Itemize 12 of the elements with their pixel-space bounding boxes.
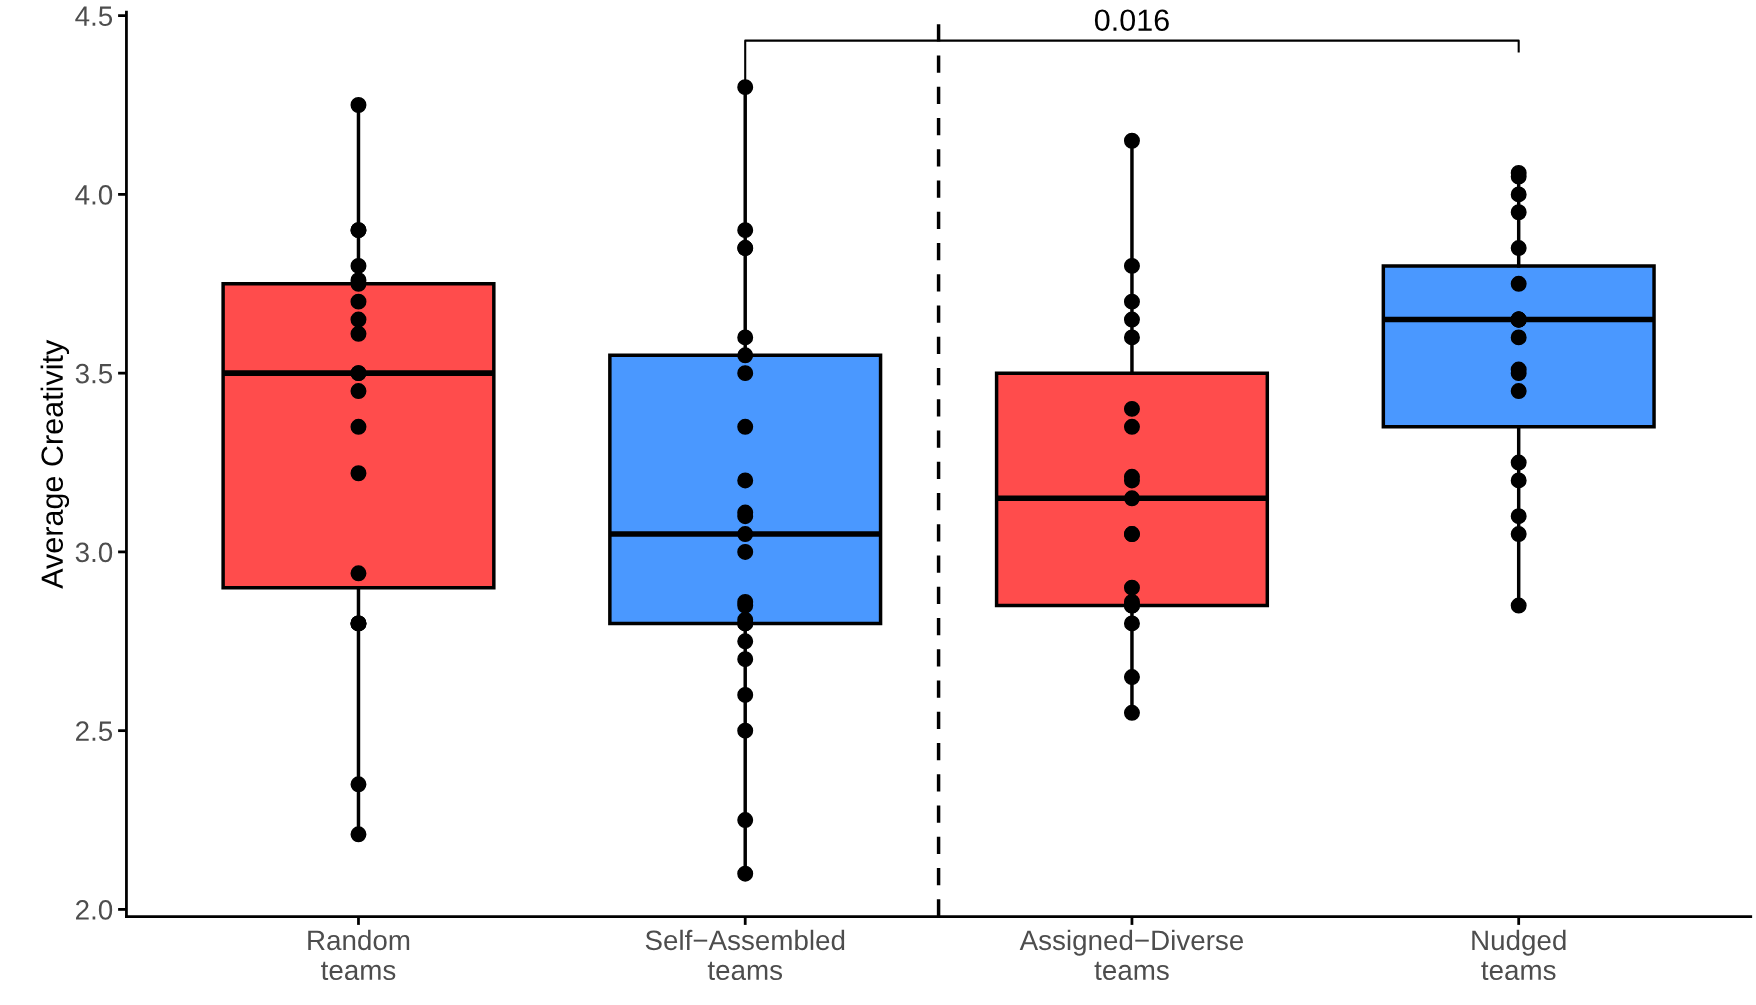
y-tick-label: 4.5 (75, 6, 113, 26)
x-tick-label: Assigned−Diverse teams (1019, 929, 1244, 981)
y-tick-label: 2.5 (76, 721, 113, 741)
y-axis-title: Average Creativity (40, 339, 70, 589)
x-tick-label: Self−Assembled teams (645, 929, 845, 981)
y-tick-label: 3.5 (75, 363, 113, 384)
annotation: 0.016 (1094, 9, 1169, 32)
x-tick-label: Random teams (308, 929, 410, 981)
y-tick-label: 4.0 (75, 185, 113, 205)
y-tick-label: 3.0 (75, 542, 113, 563)
x-tick-label: Nudged teams (1472, 929, 1566, 981)
y-tick-label: 2.0 (76, 900, 113, 920)
